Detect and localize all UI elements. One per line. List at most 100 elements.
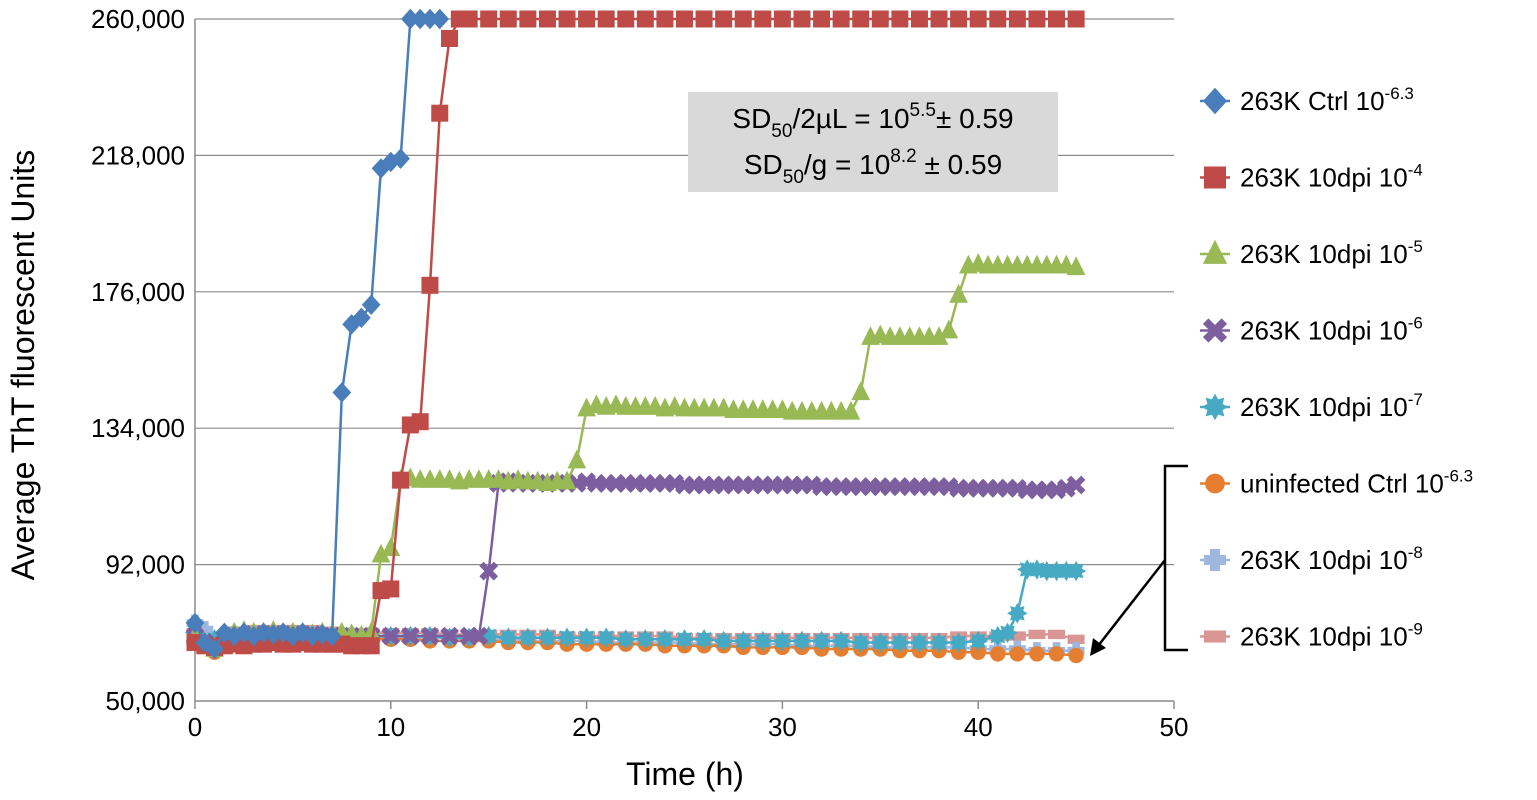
data-point-diamond (254, 622, 273, 643)
x-axis-title: Time (h) (626, 756, 744, 792)
data-point-star (537, 627, 558, 648)
data-point-diamond (312, 624, 332, 645)
data-point-circle (1048, 646, 1065, 662)
data-point-square (1008, 10, 1026, 28)
data-point-circle (1009, 646, 1026, 662)
legend-item: 263K 10dpi 10-5 (1200, 237, 1423, 269)
annotation-fragment: SD (732, 103, 771, 134)
data-point-square (910, 10, 928, 28)
series-line (194, 262, 1077, 651)
data-point-dash (1008, 631, 1026, 641)
data-point-diamond (1202, 87, 1228, 115)
data-point-circle (1068, 647, 1084, 664)
data-point-square (1204, 166, 1226, 189)
data-point-square (1048, 10, 1066, 28)
y-tick-label: 134,000 (91, 413, 185, 443)
legend-item: 263K Ctrl 10-6.3 (1200, 84, 1414, 116)
data-point-square (695, 10, 713, 28)
data-point-square (597, 10, 615, 28)
data-point-triangle (557, 470, 577, 490)
data-point-x (401, 626, 420, 646)
x-tick-label: 30 (768, 712, 797, 742)
series-line (193, 17, 440, 651)
legend-item: uninfected Ctrl 10-6.3 (1200, 467, 1473, 499)
legend-exponent: -9 (1408, 620, 1423, 639)
data-point-square (793, 10, 811, 28)
data-point-square (754, 10, 772, 28)
data-point-square (871, 10, 889, 28)
sd50-per-2ul-text: SD50/2µL = 105.5± 0.59 (732, 100, 1013, 142)
y-tick-label: 218,000 (91, 140, 185, 170)
data-point-square (578, 10, 596, 28)
annotation-fragment: 50 (783, 167, 804, 188)
data-point-triangle (841, 400, 861, 420)
data-point-square (1028, 10, 1046, 28)
data-point-star (850, 632, 871, 653)
annotation-fragment: /2µL = 10 (792, 103, 909, 134)
data-point-circle (1205, 473, 1225, 494)
data-point-square (421, 276, 439, 294)
legend-exponent: -6.3 (1385, 84, 1414, 103)
data-point-diamond (401, 8, 420, 30)
sd50-annotation-box: SD50/2µL = 105.5± 0.59 SD50/g = 108.2 ± … (688, 92, 1058, 192)
data-point-star (654, 629, 676, 650)
data-point-square (969, 10, 987, 28)
annotation-fragment: 50 (771, 121, 792, 142)
data-point-square (499, 10, 517, 28)
data-point-plus (1204, 549, 1226, 571)
data-point-star (1201, 393, 1229, 421)
annotation-fragment: 8.2 (890, 146, 916, 167)
data-point-square (950, 10, 968, 28)
legend-label: 263K 10dpi 10-9 (1240, 620, 1423, 652)
data-point-square (538, 10, 556, 28)
data-point-diamond (371, 158, 391, 179)
data-point-star (635, 629, 656, 650)
data-point-diamond (205, 638, 224, 660)
data-point-x (420, 626, 440, 646)
data-point-star (889, 632, 911, 653)
data-point-square (636, 10, 654, 28)
data-point-diamond (420, 8, 440, 30)
data-point-star (997, 622, 1018, 643)
data-point-star (674, 629, 695, 650)
x-tick-label: 0 (188, 712, 202, 742)
data-point-star (576, 627, 597, 648)
annotation-fragment: SD (744, 149, 783, 180)
data-point-square (411, 413, 429, 431)
data-point-square (773, 10, 791, 28)
legend-item: 263K 10dpi 10-9 (1200, 620, 1423, 652)
data-point-triangle (1066, 256, 1086, 276)
data-point-star (870, 632, 891, 653)
y-tick-label: 260,000 (91, 4, 185, 34)
data-point-plus (196, 621, 214, 639)
data-point-diamond (332, 382, 352, 403)
data-point-x (1202, 318, 1228, 343)
data-point-triangle (851, 381, 871, 401)
legend-label: uninfected Ctrl 10-6.3 (1240, 467, 1473, 499)
legend-exponent: -6 (1408, 314, 1423, 333)
data-point-star (517, 627, 539, 648)
data-point-x (381, 626, 401, 646)
data-point-star (713, 630, 734, 652)
horizontal-gridlines: 50,000 92,000 134,000 176,000 218,000 260,000 (91, 4, 1174, 716)
data-point-star (556, 627, 578, 648)
data-point-star (1065, 560, 1087, 582)
data-point-star (595, 627, 617, 648)
data-point-diamond (322, 625, 342, 647)
data-point-square (715, 10, 733, 28)
data-point-diamond (185, 612, 205, 634)
y-tick-label: 50,000 (105, 686, 185, 716)
legend-item: 263K 10dpi 10-8 (1200, 543, 1423, 575)
data-point-diamond (352, 307, 371, 328)
data-point-star (791, 630, 813, 652)
data-point-diamond (410, 8, 430, 30)
data-point-diamond (234, 622, 254, 643)
data-point-circle (970, 644, 986, 660)
data-point-square (519, 10, 537, 28)
data-point-square (617, 10, 635, 28)
data-point-star (615, 629, 636, 650)
annotation-fragment: ± 0.59 (917, 149, 1002, 180)
data-point-star (948, 632, 969, 653)
data-point-circle (1029, 646, 1045, 662)
